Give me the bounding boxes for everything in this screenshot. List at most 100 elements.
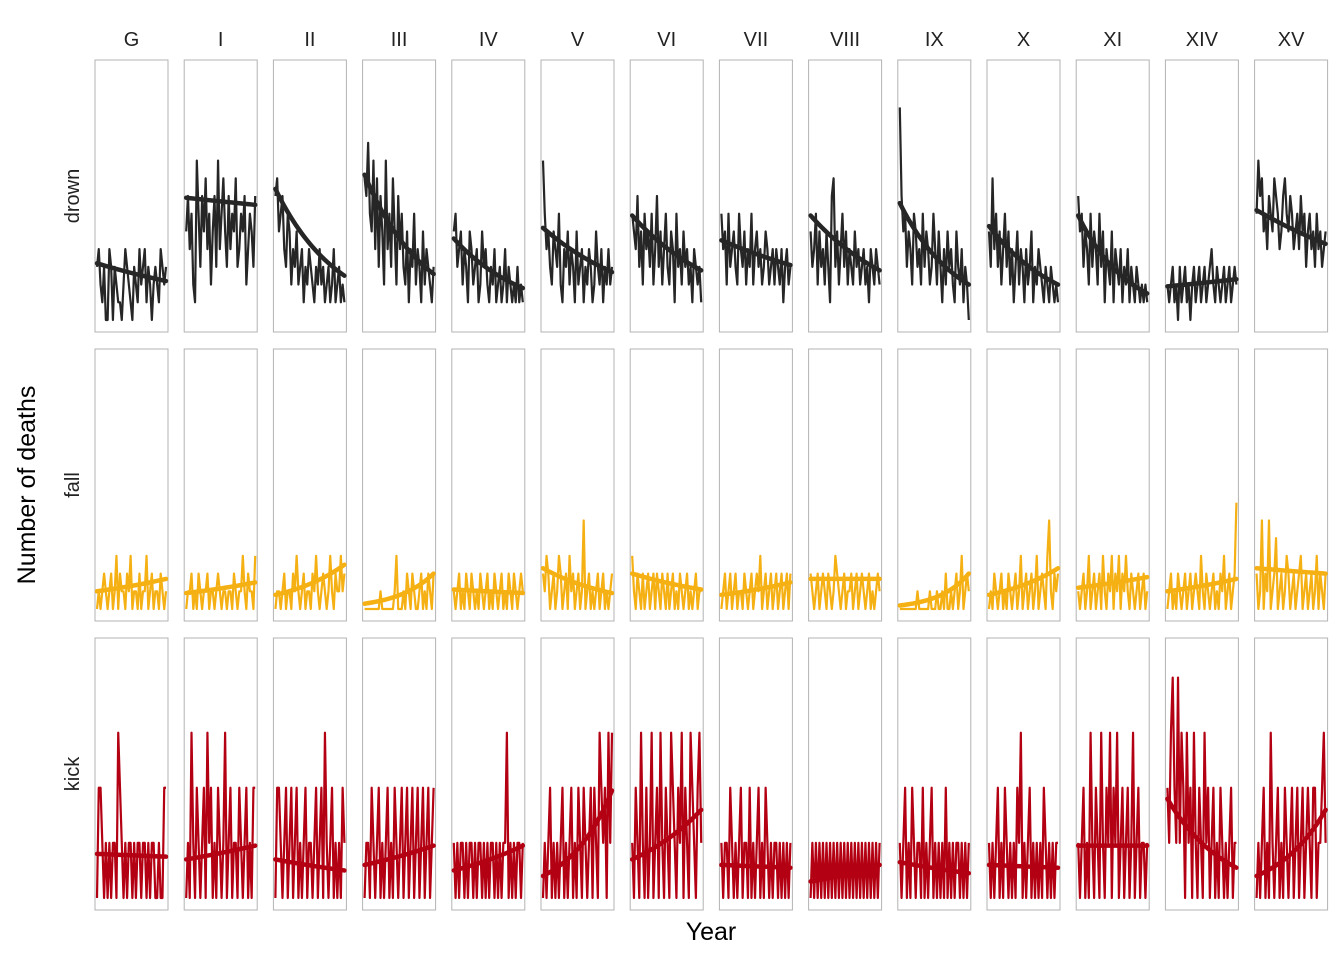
series-line-drown-xiv xyxy=(1166,248,1238,322)
panel-frame xyxy=(94,59,169,333)
facet-panels xyxy=(94,59,1329,911)
panel-fall-xiv xyxy=(1164,348,1239,622)
row-label-kick: kick xyxy=(62,756,84,791)
trend-line-fall-vii xyxy=(719,580,793,598)
series-line-kick-iv xyxy=(452,731,524,900)
column-label-v: V xyxy=(571,29,585,51)
panel-kick-xiv xyxy=(1164,637,1239,911)
panel-drown-vi xyxy=(629,59,704,333)
trend-line-drown-ix xyxy=(897,200,972,287)
panel-fall-vii xyxy=(718,348,793,622)
panel-fall-xi xyxy=(1075,348,1150,622)
panel-fall-ix xyxy=(897,348,972,622)
column-label-ii: II xyxy=(304,29,315,51)
panel-frame xyxy=(986,348,1061,622)
column-label-ix: IX xyxy=(925,29,944,51)
series-line-kick-g xyxy=(95,731,166,900)
series-line-fall-vi xyxy=(631,555,702,611)
series-line-kick-iii xyxy=(363,786,435,900)
panel-frame xyxy=(718,59,793,333)
trend-line-kick-x xyxy=(986,862,1061,870)
series-line-kick-x xyxy=(987,731,1058,900)
series-line-fall-ix xyxy=(899,554,970,611)
series-line-fall-vii xyxy=(720,554,792,611)
panel-drown-iii xyxy=(362,59,437,333)
panel-fall-iv xyxy=(451,348,526,622)
panel-drown-xi xyxy=(1075,59,1150,333)
trend-line-drown-xiv xyxy=(1165,277,1239,289)
series-line-kick-ii xyxy=(274,731,346,900)
trend-line-kick-xv xyxy=(1254,807,1328,879)
trend-line-fall-iv xyxy=(451,587,526,596)
column-label-viii: VIII xyxy=(830,29,860,51)
panel-drown-g xyxy=(94,59,169,333)
trend-line-fall-ii xyxy=(273,562,347,598)
trend-line-fall-v xyxy=(540,566,615,596)
trend-line-kick-v xyxy=(540,788,615,879)
panel-fall-iii xyxy=(362,348,437,622)
panel-drown-v xyxy=(540,59,615,333)
trend-line-kick-vii xyxy=(719,862,793,870)
trend-line-drown-vii xyxy=(719,238,793,268)
series-line-kick-i xyxy=(185,731,256,900)
column-label-x: X xyxy=(1017,29,1030,51)
panel-fall-xv xyxy=(1254,348,1329,622)
panel-kick-viii xyxy=(808,637,883,911)
series-line-fall-xv xyxy=(1255,519,1327,611)
panel-fall-v xyxy=(540,348,615,622)
series-line-fall-viii xyxy=(809,554,881,611)
panel-drown-xiv xyxy=(1164,59,1239,333)
panel-frame xyxy=(897,59,972,333)
panel-frame xyxy=(362,348,437,622)
panel-kick-x xyxy=(986,637,1061,911)
trend-line-drown-xv xyxy=(1254,207,1328,247)
series-line-kick-xi xyxy=(1077,731,1149,900)
trend-line-kick-g xyxy=(94,851,169,859)
panel-kick-ix xyxy=(897,637,972,911)
panel-kick-vi xyxy=(629,637,704,911)
trend-line-drown-vi xyxy=(629,213,704,273)
column-label-iii: III xyxy=(391,29,408,51)
x-axis-title: Year xyxy=(686,918,737,946)
trend-line-kick-i xyxy=(183,843,258,862)
panel-drown-viii xyxy=(808,59,883,333)
row-label-drown: drown xyxy=(62,169,84,223)
trend-line-fall-g xyxy=(94,576,169,594)
trend-line-drown-g xyxy=(94,261,169,284)
panel-kick-xv xyxy=(1254,637,1329,911)
panel-fall-i xyxy=(183,348,258,622)
panel-fall-ii xyxy=(272,348,347,622)
trend-line-fall-iii xyxy=(362,571,436,606)
panel-fall-vi xyxy=(629,348,704,622)
trend-line-kick-iii xyxy=(362,843,436,868)
panel-kick-i xyxy=(183,637,258,911)
series-line-drown-xv xyxy=(1255,159,1327,268)
row-label-fall: fall xyxy=(62,472,84,498)
trend-line-fall-xi xyxy=(1075,574,1150,590)
panel-drown-x xyxy=(986,59,1061,333)
trend-line-drown-x xyxy=(986,223,1061,287)
series-line-fall-iii xyxy=(364,554,435,611)
column-label-g: G xyxy=(124,29,140,51)
trend-line-fall-xiv xyxy=(1165,576,1239,594)
trend-line-fall-i xyxy=(183,580,258,596)
trend-line-fall-xv xyxy=(1254,566,1328,576)
series-line-drown-vi xyxy=(631,194,703,304)
trend-line-fall-vi xyxy=(629,571,704,592)
series-line-kick-vii xyxy=(720,786,792,900)
panel-kick-iv xyxy=(451,637,526,911)
panel-drown-vii xyxy=(718,59,793,333)
column-label-vi: VI xyxy=(657,29,676,51)
panel-frame xyxy=(897,348,972,622)
series-line-fall-g xyxy=(95,554,168,611)
column-label-xi: XI xyxy=(1103,29,1122,51)
series-line-kick-xiv xyxy=(1166,676,1237,900)
trend-line-kick-viii xyxy=(808,862,882,884)
column-strip-labels: G I II III IV V VI VII VIII IX X XI XIV XV xyxy=(124,29,1305,51)
trend-line-fall-x xyxy=(986,566,1061,598)
series-line-drown-g xyxy=(95,248,168,322)
series-line-drown-iv xyxy=(452,212,524,304)
y-axis-title: Number of deaths xyxy=(13,386,41,585)
series-line-kick-vi xyxy=(631,731,703,900)
